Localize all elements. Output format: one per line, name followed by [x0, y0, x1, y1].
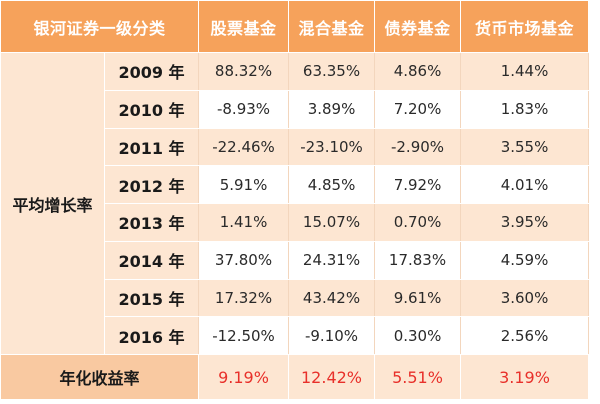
year-cell: 2012 年 [103, 165, 200, 204]
year-cell: 2016 年 [103, 316, 200, 355]
mixed-value-cell: 4.85% [288, 165, 376, 204]
table-header-row: 银河证券一级分类 股票基金 混合基金 债券基金 货币市场基金 [0, 0, 590, 53]
money-value-cell: 4.59% [460, 240, 590, 280]
year-cell: 2010 年 [103, 89, 200, 129]
bond-value-cell: 17.83% [374, 240, 462, 280]
annualized-stock-value: 9.19% [198, 354, 290, 400]
table-row: 平均增长率 2009 年 88.32% 63.35% 4.86% 1.44% [0, 52, 590, 355]
stock-value-cell: 88.32% [198, 52, 290, 91]
fund-returns-table: 银河证券一级分类 股票基金 混合基金 债券基金 货币市场基金 平均增长率 200… [0, 0, 590, 400]
mixed-value-cell: 43.42% [288, 278, 376, 318]
bond-value-cell: -2.90% [374, 127, 462, 167]
year-cell: 2009 年 [103, 52, 200, 91]
year-cell: 2014 年 [103, 240, 200, 280]
year-cell: 2015 年 [103, 278, 200, 318]
stock-value-cell: -12.50% [198, 316, 290, 355]
annualized-bond-value: 5.51% [374, 354, 462, 400]
table-row: 2012 年 5.91% 4.85% 7.92% 4.01% [1, 165, 590, 204]
stock-value-cell: 1.41% [198, 203, 290, 242]
mixed-value-cell: 24.31% [288, 240, 376, 280]
annualized-mixed-value: 12.42% [288, 354, 376, 400]
money-value-cell: 1.44% [460, 52, 590, 91]
money-value-cell: 1.83% [460, 89, 590, 129]
year-cell: 2013 年 [103, 203, 200, 242]
stock-value-cell: 17.32% [198, 278, 290, 318]
mixed-value-cell: 63.35% [288, 52, 376, 91]
stock-value-cell: 37.80% [198, 240, 290, 280]
bond-value-cell: 7.20% [374, 89, 462, 129]
table-row: 2010 年 -8.93% 3.89% 7.20% 1.83% [1, 89, 590, 129]
bond-value-cell: 9.61% [374, 278, 462, 318]
table-row: 2016 年 -12.50% -9.10% 0.30% 2.56% [1, 316, 590, 355]
stock-value-cell: -8.93% [198, 89, 290, 129]
money-value-cell: 3.95% [460, 203, 590, 242]
money-value-cell: 3.60% [460, 278, 590, 318]
money-value-cell: 2.56% [460, 316, 590, 355]
mixed-value-cell: 15.07% [288, 203, 376, 242]
stock-value-cell: 5.91% [198, 165, 290, 204]
money-value-cell: 4.01% [460, 165, 590, 204]
annualized-money-value: 3.19% [460, 354, 590, 400]
table-row: 2013 年 1.41% 15.07% 0.70% 3.95% [1, 203, 590, 242]
money-value-cell: 3.55% [460, 127, 590, 167]
header-stock-fund: 股票基金 [198, 0, 290, 53]
annualized-return-label: 年化收益率 [0, 354, 200, 400]
year-cell: 2011 年 [103, 127, 200, 167]
header-category: 银河证券一级分类 [0, 0, 200, 53]
bond-value-cell: 0.70% [374, 203, 462, 242]
mixed-value-cell: -23.10% [288, 127, 376, 167]
header-mixed-fund: 混合基金 [288, 0, 376, 53]
bond-value-cell: 0.30% [374, 316, 462, 355]
header-bond-fund: 债券基金 [374, 0, 462, 53]
bond-value-cell: 7.92% [374, 165, 462, 204]
table-row: 2015 年 17.32% 43.42% 9.61% 3.60% [1, 278, 590, 318]
annualized-return-row: 年化收益率 9.19% 12.42% 5.51% 3.19% [0, 354, 590, 400]
table-row: 2014 年 37.80% 24.31% 17.83% 4.59% [1, 240, 590, 280]
table-row: 2011 年 -22.46% -23.10% -2.90% 3.55% [1, 127, 590, 167]
bond-value-cell: 4.86% [374, 52, 462, 91]
row-group-label: 平均增长率 [0, 52, 105, 355]
header-money-market-fund: 货币市场基金 [460, 0, 590, 53]
mixed-value-cell: -9.10% [288, 316, 376, 355]
mixed-value-cell: 3.89% [288, 89, 376, 129]
stock-value-cell: -22.46% [198, 127, 290, 167]
